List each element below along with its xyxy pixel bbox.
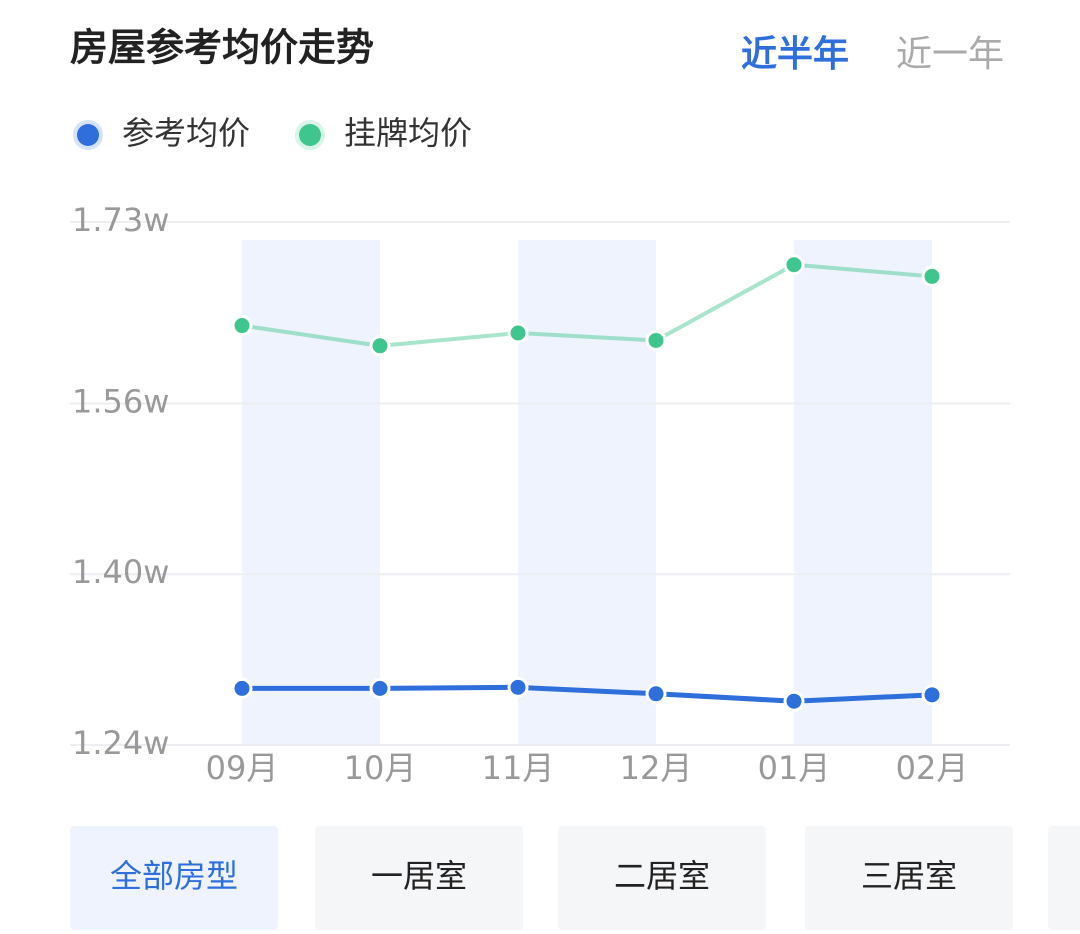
tab[interactable]: 近一年 [896, 34, 1004, 75]
filter-button-partial[interactable] [1048, 826, 1080, 930]
x-tick-label: 09月 [206, 749, 279, 787]
data-point [369, 335, 391, 357]
filter-button[interactable] [315, 826, 523, 930]
y-tick-label: 1.24w [72, 724, 169, 762]
column-band [242, 240, 380, 745]
legend-marker [295, 120, 325, 150]
data-point [921, 684, 943, 706]
data-point [369, 677, 391, 699]
x-tick-label: 11月 [482, 749, 555, 787]
y-tick-label: 1.56w [72, 382, 169, 420]
column-band [794, 240, 932, 745]
data-point [231, 315, 253, 337]
data-point [645, 329, 667, 351]
card-title: 房屋参考均价走势 [70, 26, 374, 70]
filter-button-label[interactable]: 三居室 [861, 857, 957, 895]
y-tick-label: 1.40w [72, 553, 169, 591]
filter-button-label[interactable]: 全部房型 [110, 857, 238, 895]
filter-button[interactable] [558, 826, 766, 930]
data-point [507, 322, 529, 344]
series-line [241, 262, 933, 348]
filter-button[interactable] [70, 826, 278, 930]
data-point [645, 683, 667, 705]
filter-button-label[interactable]: 一居室 [371, 857, 467, 895]
series-line [242, 684, 933, 704]
legend-label: 挂牌均价 [344, 114, 472, 152]
data-point [921, 265, 943, 287]
filter-button[interactable] [805, 826, 1013, 930]
data-point [231, 677, 253, 699]
data-point [783, 254, 805, 276]
legend-label: 参考均价 [122, 114, 250, 152]
data-point [507, 676, 529, 698]
x-tick-label: 10月 [344, 749, 417, 787]
y-tick-label: 1.73w [72, 201, 169, 239]
column-band [518, 240, 656, 745]
x-tick-label: 01月 [758, 749, 831, 787]
x-tick-label: 12月 [620, 749, 693, 787]
legend-marker [73, 120, 103, 150]
data-point [783, 690, 805, 712]
tab-active[interactable]: 近半年 [741, 34, 849, 75]
x-tick-label: 02月 [896, 749, 969, 787]
filter-button-label[interactable]: 二居室 [614, 857, 710, 895]
